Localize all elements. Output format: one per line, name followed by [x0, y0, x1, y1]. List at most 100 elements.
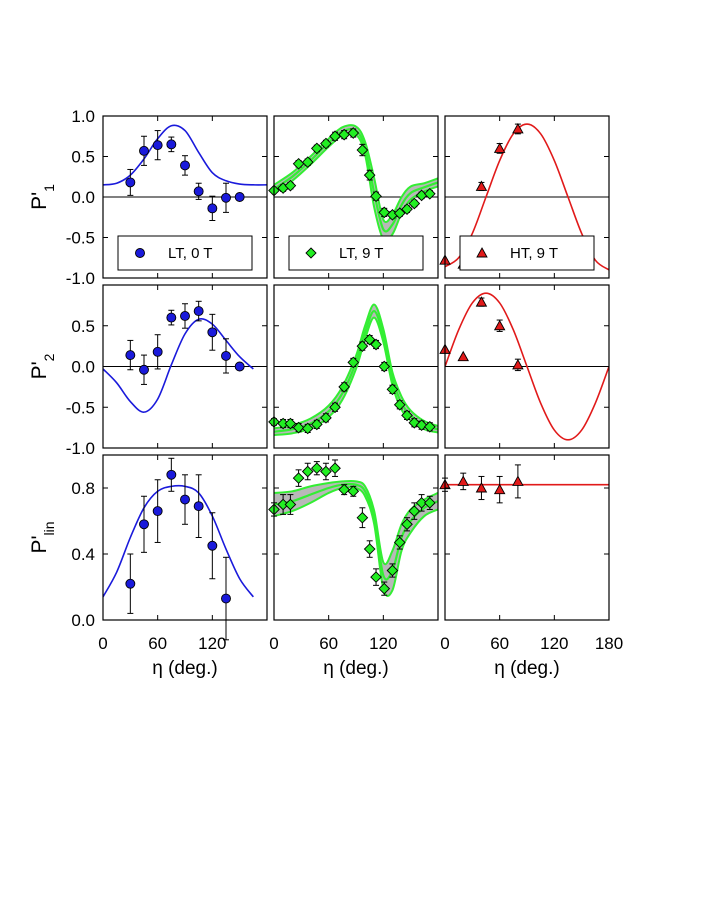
plot-area [445, 123, 609, 271]
plot-area [103, 484, 254, 598]
plot-area [274, 479, 438, 597]
data-point [207, 540, 218, 551]
plot-area [274, 303, 438, 436]
data-point [393, 536, 406, 549]
data-point [475, 482, 488, 493]
data-point [338, 381, 350, 393]
y-axis-label: P'2 [28, 353, 57, 379]
panel-r3-c3 [439, 454, 610, 621]
theory-curve [103, 484, 254, 598]
plot-area [274, 124, 438, 242]
band-upper-curve [274, 303, 438, 430]
data-point [320, 412, 332, 424]
x-axis-label: η (deg.) [152, 658, 217, 679]
data-point [320, 137, 332, 150]
data-point [139, 145, 149, 156]
y-axis-label-sub: lin [41, 521, 57, 535]
data-point [301, 422, 314, 435]
data-point [152, 506, 163, 517]
data-point [284, 179, 297, 192]
theory-curve [274, 127, 438, 233]
panel-r2-c2 [268, 284, 439, 449]
data-point [423, 497, 436, 509]
y-axis-label-sub: 1 [41, 184, 57, 192]
panel-r1-c2: LT, 9 T [268, 115, 439, 279]
data-point [363, 333, 376, 346]
legend-marker [305, 247, 317, 259]
data-point [207, 327, 218, 338]
data-point [310, 462, 323, 475]
y-axis-label: P'lin [28, 521, 57, 553]
y-axis-label-main: P' [28, 535, 51, 553]
data-point [493, 142, 506, 153]
data-point [125, 578, 136, 589]
data-point [475, 296, 488, 307]
plot-area [445, 292, 609, 441]
data-point [457, 350, 469, 362]
data-point [370, 571, 382, 583]
y-tick-label: 0.8 [71, 479, 95, 498]
data-point [356, 340, 369, 352]
band-lower-curve [274, 486, 438, 597]
data-point [234, 361, 245, 372]
data-point [207, 203, 218, 214]
data-point [415, 419, 428, 432]
data-point [393, 207, 406, 220]
y-axis-label-main: P' [28, 192, 51, 210]
panel-r1-c3: HT, 9 T [439, 115, 610, 279]
data-point [356, 144, 369, 156]
y-tick-label: -1.0 [66, 269, 95, 288]
data-point [475, 180, 488, 191]
x-tick-label: 0 [98, 634, 107, 653]
data-point [166, 469, 177, 480]
theory-curve [103, 318, 254, 413]
data-point [347, 485, 360, 498]
data-point [125, 177, 136, 188]
data-point [310, 142, 323, 155]
legend-marker [135, 248, 145, 258]
panel-r2-c3 [439, 284, 610, 449]
data-point [284, 498, 297, 511]
data-point [139, 519, 149, 530]
data-point [320, 465, 332, 478]
data-point [386, 383, 399, 396]
data-point [493, 319, 506, 331]
data-point [180, 160, 190, 171]
data-point [363, 169, 376, 181]
data-point [193, 186, 204, 197]
data-point [401, 203, 413, 215]
data-point [301, 156, 314, 169]
data-point [423, 187, 436, 200]
data-point [378, 582, 391, 595]
data-point [457, 475, 469, 486]
y-tick-label: -1.0 [66, 439, 95, 458]
x-tick-label: 60 [148, 634, 167, 653]
data-point [292, 472, 305, 484]
data-point [512, 475, 524, 486]
legend-label: LT, 9 T [339, 245, 383, 262]
data-point [329, 462, 341, 475]
y-tick-label: 1.0 [71, 107, 95, 126]
x-tick-label: 120 [369, 634, 397, 653]
x-tick-label: 180 [595, 634, 623, 653]
data-point [338, 483, 350, 496]
y-tick-label: -0.5 [66, 229, 95, 248]
data-point [301, 465, 314, 478]
panel-r1-c1: 1.0 0.5 0.0 -0.5 -1.0 LT, 0 T [66, 107, 268, 288]
data-point [393, 398, 406, 411]
data-point [234, 192, 245, 202]
x-tick-label: 120 [540, 634, 568, 653]
y-tick-label: 0.5 [71, 148, 95, 167]
data-point [378, 360, 391, 373]
data-point [310, 418, 323, 431]
x-tick-label: 60 [319, 634, 338, 653]
legend-marker [476, 247, 488, 258]
legend: LT, 9 T [288, 235, 424, 271]
data-point [347, 356, 360, 369]
data-point [284, 417, 297, 430]
data-point [125, 350, 136, 361]
y-tick-label: -0.5 [66, 398, 95, 417]
x-tick-label: 120 [198, 634, 226, 653]
y-axis-label-main: P' [28, 361, 51, 379]
x-tick-label: 0 [269, 634, 278, 653]
